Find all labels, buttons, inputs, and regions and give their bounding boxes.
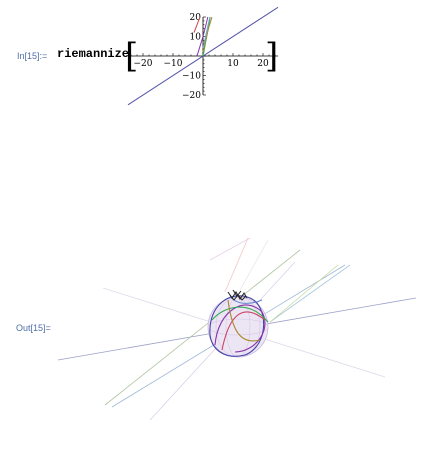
y-tick-label: −10 <box>182 72 201 82</box>
sphere <box>207 296 269 358</box>
sphere-curves <box>209 295 269 357</box>
plot-series <box>127 6 279 106</box>
plot-tick-labels: −20 −10 10 20 20 10 −10 −20 <box>134 13 269 101</box>
north-pole-cluster <box>227 289 248 301</box>
series-line <box>127 6 279 106</box>
x-tick-label: −20 <box>134 59 153 69</box>
x-tick-label: 20 <box>257 59 269 69</box>
input-cell-label: In[15]:= <box>17 51 48 61</box>
y-tick-label: 20 <box>190 13 202 23</box>
series-line <box>202 16 211 49</box>
y-tick-label: 10 <box>190 33 202 43</box>
output-cell-label: Out[15]= <box>16 323 51 333</box>
function-name[interactable]: riemannize <box>57 47 130 61</box>
x-tick-label: 10 <box>227 59 239 69</box>
series-line <box>202 16 213 53</box>
series-line <box>196 16 209 57</box>
x-tick-label: −10 <box>164 59 183 69</box>
y-tick-label: −20 <box>182 91 201 101</box>
series-line <box>193 16 201 33</box>
